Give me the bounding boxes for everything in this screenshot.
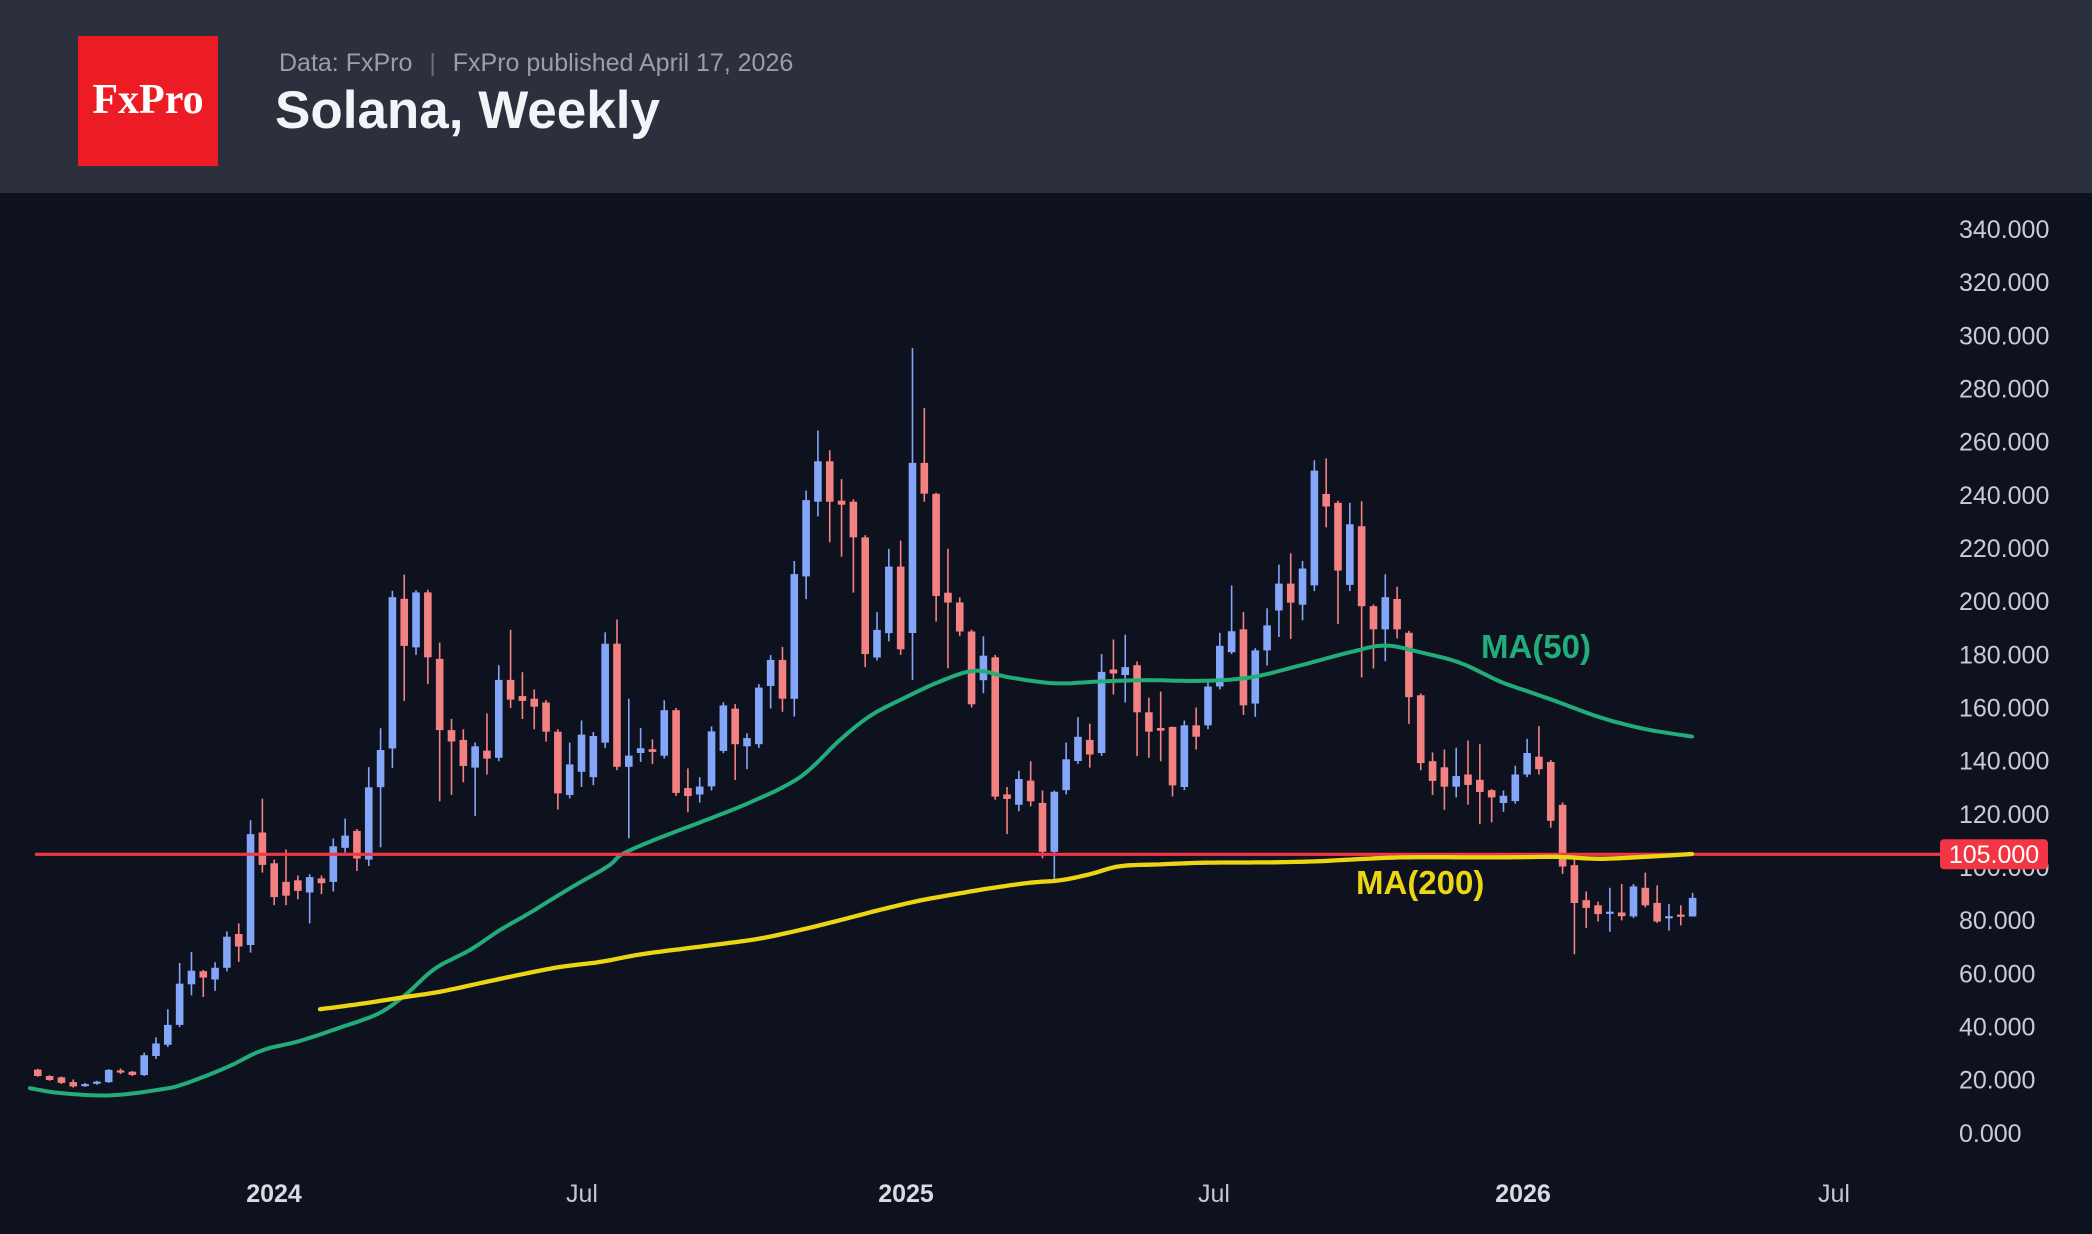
svg-text:MA(50): MA(50): [1481, 628, 1591, 665]
svg-text:240.000: 240.000: [1959, 482, 2049, 510]
svg-text:2025: 2025: [878, 1180, 934, 1208]
svg-text:220.000: 220.000: [1959, 535, 2049, 563]
svg-text:300.000: 300.000: [1959, 322, 2049, 350]
svg-text:Jul: Jul: [566, 1180, 598, 1208]
svg-text:260.000: 260.000: [1959, 429, 2049, 457]
svg-text:160.000: 160.000: [1959, 695, 2049, 723]
svg-text:105.000: 105.000: [1949, 841, 2039, 869]
svg-text:MA(200): MA(200): [1356, 864, 1484, 901]
svg-text:20.000: 20.000: [1959, 1067, 2035, 1095]
svg-text:60.000: 60.000: [1959, 960, 2035, 988]
svg-text:120.000: 120.000: [1959, 801, 2049, 829]
svg-text:200.000: 200.000: [1959, 588, 2049, 616]
svg-text:Jul: Jul: [1198, 1180, 1230, 1208]
svg-text:0.000: 0.000: [1959, 1120, 2022, 1148]
svg-text:340.000: 340.000: [1959, 216, 2049, 244]
svg-text:180.000: 180.000: [1959, 641, 2049, 669]
svg-text:280.000: 280.000: [1959, 376, 2049, 404]
svg-text:80.000: 80.000: [1959, 907, 2035, 935]
svg-text:140.000: 140.000: [1959, 748, 2049, 776]
svg-text:Jul: Jul: [1818, 1180, 1850, 1208]
svg-text:40.000: 40.000: [1959, 1014, 2035, 1042]
svg-text:320.000: 320.000: [1959, 269, 2049, 297]
svg-text:2026: 2026: [1495, 1180, 1551, 1208]
svg-text:2024: 2024: [246, 1180, 302, 1208]
